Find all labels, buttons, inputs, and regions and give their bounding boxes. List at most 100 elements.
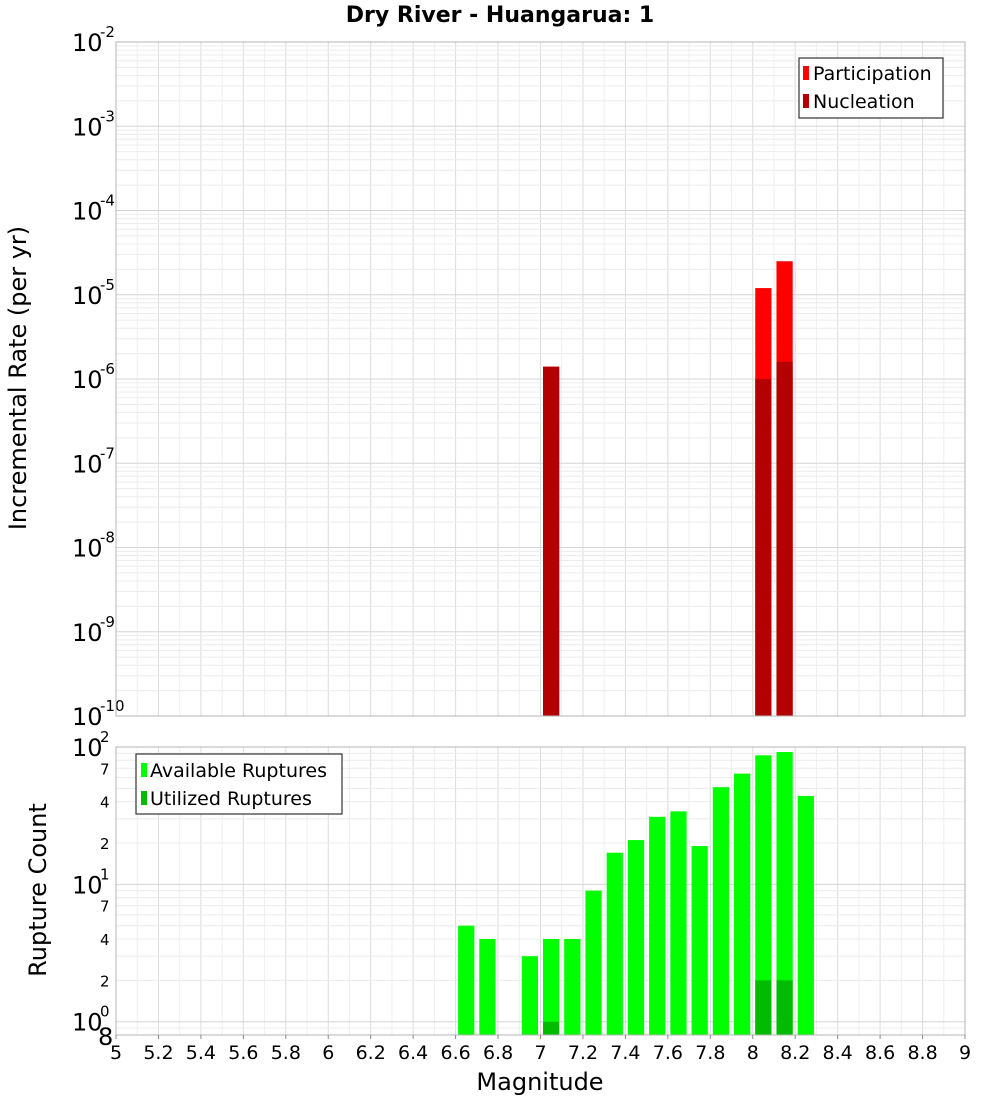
y-tick-label-exponent: 2 (100, 728, 110, 746)
x-tick-label: 6.8 (483, 1042, 513, 1064)
top-legend-box (798, 57, 944, 119)
y-tick-label-base: 10 (72, 366, 103, 394)
available-ruptures-bar (543, 939, 560, 1035)
available-ruptures-bar (797, 795, 814, 1035)
x-tick-label: 5 (110, 1042, 122, 1064)
y-tick-label-exponent: -9 (100, 613, 115, 631)
available-ruptures-bar (627, 840, 645, 1035)
y-tick-label-base: 10 (72, 450, 103, 478)
bottom-legend-box (135, 753, 343, 815)
available-ruptures-bar (521, 956, 538, 1035)
legend-label-participation: Participation (813, 63, 932, 85)
available-ruptures-bar (691, 846, 708, 1035)
y-tick-label-exponent: 1 (100, 865, 110, 883)
x-tick-label: 8.4 (823, 1042, 853, 1064)
bottom-plot-bars (458, 751, 814, 1035)
bottom-y-axis-label: Rupture Count (24, 803, 52, 977)
legend-label-nucleation: Nucleation (813, 91, 915, 113)
x-tick-label: 6 (322, 1042, 334, 1064)
legend-label-utilized-ruptures: Utilized Ruptures (150, 788, 312, 810)
top-plot-grid (115, 41, 966, 717)
available-ruptures-bar (606, 852, 623, 1035)
legend-label-available-ruptures: Available Ruptures (150, 760, 327, 782)
x-tick-label: 8.2 (780, 1042, 810, 1064)
y-tick-label-base: 10 (72, 1009, 103, 1037)
available-ruptures-bar (670, 811, 687, 1035)
y-minor-tick-label: 2 (100, 972, 110, 990)
available-ruptures-bar (564, 939, 581, 1035)
x-tick-label: 6.2 (356, 1042, 386, 1064)
x-tick-label: 7 (534, 1042, 546, 1064)
y-minor-tick-label: 7 (100, 898, 110, 916)
y-tick-label-exponent: -8 (100, 529, 115, 547)
available-ruptures-bar (712, 787, 730, 1035)
y-tick-label-exponent: -10 (100, 697, 125, 715)
y-tick-label-exponent: 0 (100, 1003, 110, 1021)
y-minor-tick-label: 4 (100, 931, 110, 949)
x-tick-label: 5.8 (271, 1042, 301, 1064)
y-tick-label-base: 10 (72, 703, 103, 731)
top-y-axis-ticks: 10-210-310-410-510-610-710-810-910-10 (72, 23, 125, 731)
y-tick-label-exponent: -3 (100, 107, 115, 125)
legend-swatch-utilized-ruptures (141, 791, 147, 805)
top-y-axis-label: Incremental Rate (per yr) (4, 226, 32, 530)
x-tick-label: 8.6 (865, 1042, 895, 1064)
x-tick-label: 6.4 (398, 1042, 428, 1064)
y-tick-label-exponent: -2 (100, 23, 115, 41)
x-axis-label: Magnitude (476, 1068, 603, 1096)
legend-swatch-available-ruptures (141, 763, 147, 777)
y-minor-tick-label: 7 (100, 760, 110, 778)
bottom-plot-grid (115, 746, 966, 1036)
available-ruptures-bar (776, 751, 793, 1035)
x-tick-label: 5.6 (228, 1042, 258, 1064)
x-tick-label: 7.8 (695, 1042, 725, 1064)
bottom-legend: Available Ruptures Utilized Ruptures (135, 753, 343, 815)
available-ruptures-bar (479, 939, 496, 1035)
x-tick-label: 8 (747, 1042, 759, 1064)
x-tick-label: 6.6 (440, 1042, 470, 1064)
y-tick-label-base: 10 (72, 871, 103, 899)
y-tick-label-exponent: -6 (100, 360, 115, 378)
available-ruptures-bar (755, 755, 772, 1035)
chart-title: Dry River - Huangarua: 1 (346, 3, 654, 28)
top-legend: Participation Nucleation (798, 57, 944, 119)
y-tick-label-exponent: -4 (100, 192, 115, 210)
y-tick-label-exponent: -5 (100, 276, 115, 294)
x-tick-label: 7.6 (653, 1042, 683, 1064)
y-minor-tick-label: 8 (98, 1023, 113, 1051)
y-minor-tick-label: 4 (100, 794, 110, 812)
available-ruptures-bar (734, 773, 751, 1035)
y-tick-label-base: 10 (72, 535, 103, 563)
x-axis-ticks: 5 5.2 5.4 5.6 5.8 6 6.2 6.4 6.6 6.8 7 7.2 7.4 7.6 7.8 8… (110, 1035, 971, 1064)
y-tick-label-exponent: -7 (100, 444, 115, 462)
available-ruptures-bar (649, 816, 666, 1035)
nucleation-bar (776, 361, 793, 716)
nucleation-bar (755, 379, 772, 716)
y-tick-label-base: 10 (72, 282, 103, 310)
legend-swatch-nucleation (803, 94, 809, 108)
x-tick-label: 9 (959, 1042, 971, 1064)
x-tick-label: 5.4 (186, 1042, 216, 1064)
y-tick-label-base: 10 (72, 734, 103, 762)
available-ruptures-bar (585, 890, 602, 1035)
y-tick-label-base: 10 (72, 113, 103, 141)
top-plot-frame (115, 41, 966, 717)
x-tick-label: 5.2 (143, 1042, 173, 1064)
x-tick-label: 7.2 (568, 1042, 598, 1064)
y-tick-label-base: 10 (72, 29, 103, 57)
available-ruptures-bar (458, 925, 475, 1035)
nucleation-bar (543, 366, 560, 716)
legend-swatch-participation (803, 66, 809, 80)
y-tick-label-base: 10 (72, 198, 103, 226)
x-tick-label: 7.4 (610, 1042, 640, 1064)
top-plot-bars (543, 261, 793, 716)
utilized-ruptures-bar (543, 1021, 560, 1035)
utilized-ruptures-bar (755, 980, 772, 1035)
y-minor-tick-label: 2 (100, 835, 110, 853)
y-tick-label-base: 10 (72, 619, 103, 647)
utilized-ruptures-bar (776, 980, 793, 1035)
x-tick-label: 8.8 (907, 1042, 937, 1064)
